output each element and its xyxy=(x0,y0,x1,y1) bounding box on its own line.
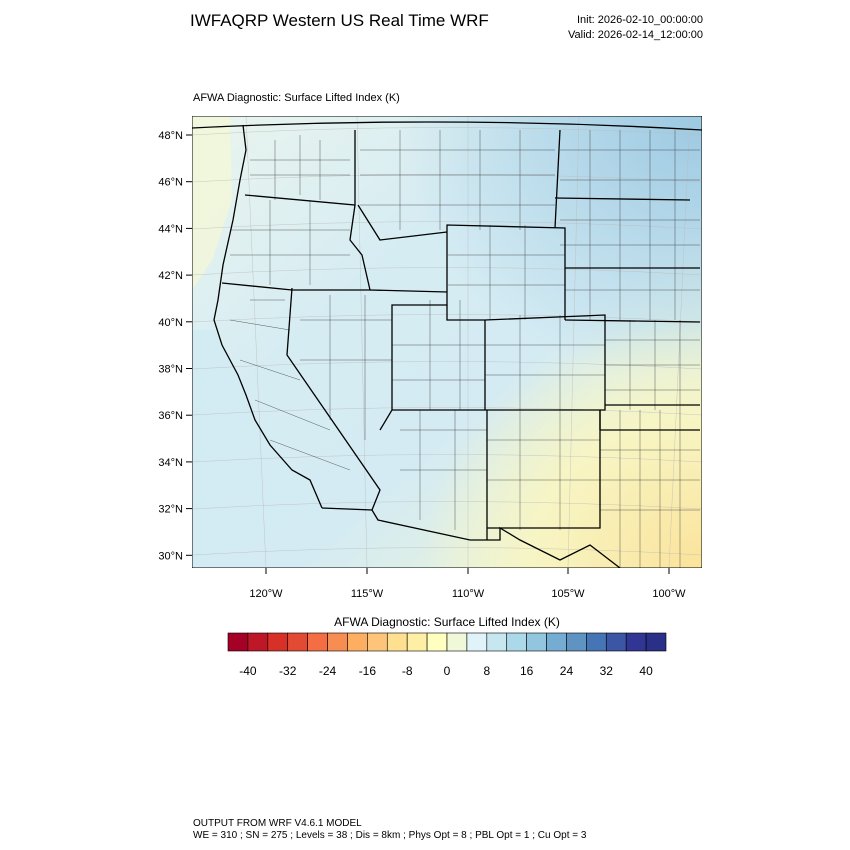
valid-time: Valid: 2026-02-14_12:00:00 xyxy=(568,29,703,41)
colorbar-box xyxy=(466,632,488,652)
colorbar-label: 0 xyxy=(444,664,451,678)
colorbar-box xyxy=(227,632,249,652)
footer-line: WE = 310 ; SN = 275 ; Levels = 38 ; Dis … xyxy=(193,830,587,841)
lon-label: 110°W xyxy=(452,588,485,600)
colorbar-box xyxy=(267,632,289,652)
map xyxy=(192,116,702,568)
colorbar-box xyxy=(625,632,647,652)
colorbar-label: -40 xyxy=(239,664,257,678)
lat-label: 46°N xyxy=(158,177,183,189)
lat-label: 44°N xyxy=(158,223,183,235)
colorbar-title: AFWA Diagnostic: Surface Lifted Index (K… xyxy=(334,615,560,629)
lat-label: 32°N xyxy=(158,504,183,516)
colorbar-label: 32 xyxy=(600,664,614,678)
colorbar-label: -32 xyxy=(279,664,297,678)
colorbar-box xyxy=(386,632,408,652)
colorbar-label: -24 xyxy=(319,664,337,678)
lon-labels: 120°W 115°W 110°W 105°W 100°W xyxy=(249,568,686,600)
lat-label: 36°N xyxy=(158,410,183,422)
colorbar-label: 24 xyxy=(560,664,574,678)
colorbar: -40 -32 -24 -16 -8 0 8 16 24 32 40 xyxy=(227,632,667,678)
lon-label: 120°W xyxy=(249,588,283,600)
colorbar-label: 16 xyxy=(520,664,534,678)
colorbar-box xyxy=(506,632,527,652)
lat-label: 38°N xyxy=(158,364,183,376)
colorbar-box xyxy=(546,632,567,652)
colorbar-label: 40 xyxy=(639,664,653,678)
lat-label: 34°N xyxy=(158,457,183,469)
colorbar-box xyxy=(327,632,348,652)
lat-label: 40°N xyxy=(158,317,183,329)
lat-label: 42°N xyxy=(158,270,183,282)
colorbar-box xyxy=(287,632,308,652)
colorbar-label: -16 xyxy=(359,664,377,678)
colorbar-box xyxy=(486,632,508,652)
title: IWFAQRP Western US Real Time WRF xyxy=(190,11,489,30)
colorbar-box xyxy=(586,632,607,652)
lat-label: 30°N xyxy=(158,550,183,562)
colorbar-label: 8 xyxy=(483,664,490,678)
colorbar-box xyxy=(347,632,368,652)
colorbar-box xyxy=(446,632,468,652)
colorbar-box xyxy=(526,632,547,652)
colorbar-label: -8 xyxy=(402,664,413,678)
colorbar-box xyxy=(307,632,328,652)
lon-label: 100°W xyxy=(652,588,686,600)
colorbar-box xyxy=(645,632,667,652)
colorbar-box xyxy=(566,632,587,652)
colorbar-box xyxy=(367,632,388,652)
init-time: Init: 2026-02-10_00:00:00 xyxy=(577,14,703,26)
colorbar-box xyxy=(426,632,448,652)
colorbar-box xyxy=(605,632,627,652)
footer-line: OUTPUT FROM WRF V4.6.1 MODEL xyxy=(193,818,362,829)
colorbar-box xyxy=(247,632,269,652)
lon-label: 105°W xyxy=(551,588,585,600)
lon-label: 115°W xyxy=(351,588,384,600)
lat-labels: 48°N 46°N 44°N 42°N 40°N 38°N 36°N 34°N 32°N 30°N xyxy=(158,130,192,562)
colorbar-box xyxy=(406,632,428,652)
lat-label: 48°N xyxy=(158,130,183,142)
map-title: AFWA Diagnostic: Surface Lifted Index (K… xyxy=(193,92,400,104)
